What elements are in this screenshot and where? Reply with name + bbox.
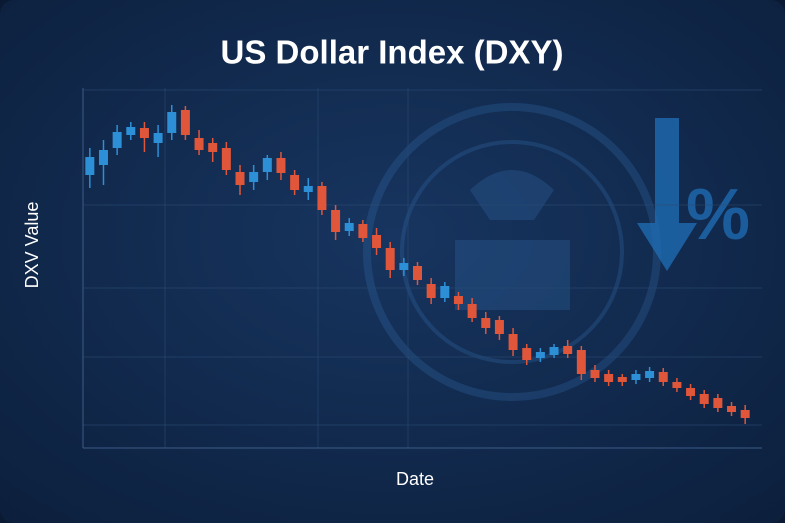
candle-body — [481, 318, 491, 328]
candle-body — [645, 371, 655, 378]
candle-body — [658, 372, 668, 382]
candle-body — [672, 382, 682, 388]
candle-body — [440, 286, 450, 298]
candle-body — [535, 352, 545, 358]
candle-body — [727, 406, 737, 412]
candle-body — [235, 172, 245, 185]
candle-body — [194, 138, 204, 150]
candle-body — [494, 320, 504, 334]
candle-body — [740, 410, 750, 418]
candle-body — [317, 186, 327, 210]
candle-body — [112, 132, 122, 148]
candle-body — [522, 348, 532, 360]
candle-body — [590, 370, 600, 378]
candle-body — [713, 398, 723, 408]
candle-body — [85, 157, 95, 175]
candle-body — [631, 374, 641, 380]
candle-body — [508, 334, 518, 350]
candle-body — [98, 150, 108, 165]
candle-body — [385, 248, 395, 270]
candle-body — [290, 175, 300, 190]
candle-body — [576, 350, 586, 374]
candle-body — [467, 304, 477, 318]
candle-body — [399, 263, 409, 270]
candle-body — [699, 394, 709, 404]
grid — [82, 88, 762, 449]
candle-body — [686, 388, 696, 396]
candle-body — [604, 374, 614, 382]
candle-body — [249, 172, 259, 182]
candle-body — [453, 296, 463, 304]
candle-body — [180, 110, 190, 135]
svg-text:%: % — [686, 175, 750, 255]
candle-body — [303, 186, 313, 192]
candle-body — [413, 266, 422, 280]
candle-body — [358, 224, 368, 238]
candle-body — [221, 148, 231, 170]
chart-title: US Dollar Index (DXY) — [221, 34, 564, 71]
candle-body — [344, 223, 354, 231]
candle-body — [262, 158, 272, 172]
y-axis-label: DXV Value — [22, 202, 42, 289]
candle-body — [549, 347, 559, 355]
candle-body — [167, 112, 177, 133]
candle-body — [563, 346, 573, 354]
candle-body — [617, 377, 627, 382]
candle-body — [426, 284, 436, 298]
candle-body — [153, 133, 163, 143]
candle-body — [331, 210, 341, 232]
candle-body — [126, 127, 136, 135]
candle-body — [139, 128, 149, 138]
candle-body — [372, 235, 382, 248]
x-axis-label: Date — [396, 469, 434, 489]
candle-body — [208, 143, 218, 152]
candle-body — [276, 158, 286, 173]
down-arrow-percent: % — [637, 118, 750, 271]
